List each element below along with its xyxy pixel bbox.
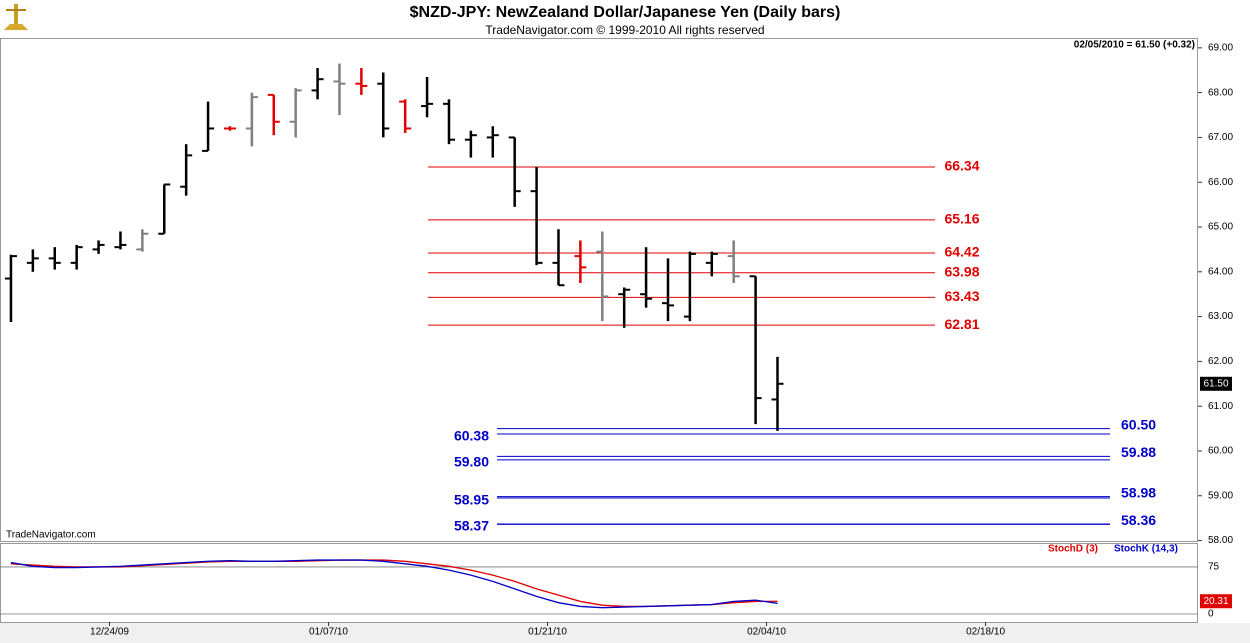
y-tick-label: 0 (1208, 609, 1214, 620)
price-panel-frame (0, 38, 1198, 542)
y-tick-label: 64.00 (1208, 266, 1233, 277)
y-tick-label: 62.00 (1208, 356, 1233, 367)
y-tick-label: 59.00 (1208, 490, 1233, 501)
support-label: 58.98 (1121, 484, 1156, 500)
support-label: 58.37 (454, 518, 489, 534)
y-tick-label: 63.00 (1208, 311, 1233, 322)
stoch-panel-frame (0, 543, 1198, 623)
support-label: 60.38 (454, 428, 489, 444)
support-label: 58.36 (1121, 512, 1156, 528)
value-tag-label: 20.31 (1203, 596, 1228, 607)
x-tick-label: 02/18/10 (966, 627, 1005, 638)
y-tick-label: 66.00 (1208, 177, 1233, 188)
y-tick-label: 75 (1208, 562, 1220, 573)
stoch-line (10, 559, 778, 609)
value-tag (1200, 594, 1232, 609)
chart-subtitle: TradeNavigator.com © 1999-2010 All right… (485, 23, 764, 37)
resistance-label: 64.42 (944, 244, 979, 260)
x-tick-label: 01/21/10 (528, 627, 567, 638)
y-tick-label: 69.00 (1208, 42, 1233, 53)
legend-entry: StochD (3) (1048, 544, 1098, 555)
price-tag-label: 61.50 (1203, 378, 1228, 389)
resistance-label: 63.98 (944, 263, 979, 279)
y-tick-label: 60.00 (1208, 446, 1233, 457)
x-tick-label: 02/04/10 (747, 627, 786, 638)
chart-title: $NZD-JPY: NewZealand Dollar/Japanese Yen… (410, 4, 841, 21)
y-tick-label: 61.00 (1208, 401, 1233, 412)
source-label: TradeNavigator.com (6, 530, 96, 541)
resistance-label: 65.16 (944, 211, 979, 227)
y-tick-label: 58.00 (1208, 535, 1233, 546)
resistance-label: 63.43 (944, 288, 979, 304)
support-label: 59.88 (1121, 444, 1156, 460)
price-tag (1200, 376, 1232, 391)
support-label: 60.50 (1121, 416, 1156, 432)
date-strip (0, 623, 1250, 643)
y-tick-label: 67.00 (1208, 132, 1233, 143)
x-tick-label: 01/07/10 (309, 627, 348, 638)
resistance-label: 66.34 (944, 158, 979, 174)
support-label: 59.80 (454, 454, 489, 470)
resistance-label: 62.81 (944, 316, 979, 332)
logo (4, 4, 28, 30)
y-tick-label: 68.00 (1208, 87, 1233, 98)
legend-entry: StochK (14,3) (1114, 544, 1178, 555)
support-label: 58.95 (454, 492, 489, 508)
header-note: 02/05/2010 = 61.50 (+0.32) (1074, 40, 1195, 51)
y-tick-label: 65.00 (1208, 222, 1233, 233)
x-tick-label: 12/24/09 (90, 627, 129, 638)
